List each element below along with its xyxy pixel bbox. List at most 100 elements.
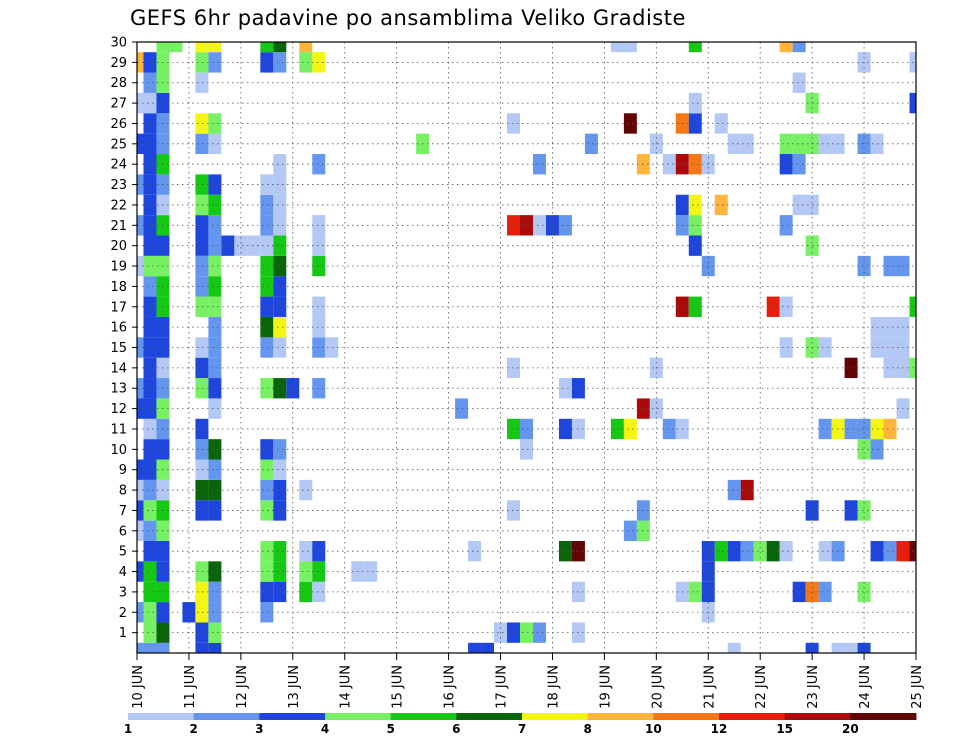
heatmap-cell	[779, 337, 793, 358]
heatmap-cell	[137, 378, 144, 399]
heatmap-cell	[143, 316, 157, 338]
heatmap-cell	[623, 42, 637, 53]
heatmap-cell	[143, 561, 157, 582]
heatmap-cell	[143, 378, 157, 399]
heatmap-cell	[195, 602, 209, 623]
x-tick-label: 21 JUN	[702, 665, 717, 709]
colorbar-label: 20	[842, 722, 859, 736]
heatmap-cell	[688, 235, 702, 256]
heatmap-cell	[273, 378, 287, 399]
heatmap-cell	[688, 113, 702, 134]
heatmap-cell	[299, 42, 313, 53]
x-tick-label: 14 JUN	[339, 665, 354, 709]
heatmap-cell	[312, 52, 326, 73]
colorbar-swatch	[128, 713, 195, 720]
heatmap-cell	[208, 581, 222, 603]
heatmap-cell	[137, 52, 144, 73]
heatmap-cell	[532, 622, 546, 643]
heatmap-cell	[260, 194, 274, 216]
y-tick-label: 17	[110, 300, 127, 315]
heatmap-cell	[208, 479, 222, 501]
heatmap-cell	[273, 561, 287, 582]
heatmap-cell	[195, 113, 209, 134]
heatmap-cell	[857, 439, 871, 460]
heatmap-cell	[143, 602, 157, 623]
colorbar-swatch	[653, 713, 720, 720]
heatmap-cell	[649, 398, 663, 419]
y-tick-label: 21	[110, 219, 127, 234]
heatmap-cell	[195, 276, 209, 297]
heatmap-cell	[143, 154, 157, 175]
heatmap-cell	[312, 561, 326, 582]
x-tick-label: 25 JUN	[910, 665, 925, 709]
heatmap-cell	[208, 561, 222, 582]
heatmap-cell	[883, 255, 897, 277]
y-tick-label: 19	[110, 260, 127, 275]
heatmap-cell	[208, 52, 222, 73]
heatmap-cell	[143, 418, 157, 440]
y-tick-label: 16	[110, 321, 127, 336]
heatmap-cell	[208, 276, 222, 297]
heatmap-cell	[260, 378, 274, 399]
heatmap-cell	[273, 459, 287, 480]
x-tick-label: 12 JUN	[235, 665, 250, 709]
heatmap-cell	[208, 642, 222, 653]
heatmap-cell	[260, 296, 274, 317]
colorbar-swatch	[259, 713, 326, 720]
heatmap-cell	[468, 540, 482, 562]
heatmap-cell	[507, 113, 521, 134]
heatmap-cell	[208, 500, 222, 521]
heatmap-cell	[883, 337, 897, 358]
heatmap-cell	[195, 133, 209, 155]
heatmap-cell	[137, 561, 144, 582]
heatmap-cell	[857, 418, 871, 440]
y-tick-label: 25	[110, 137, 127, 152]
heatmap-cell	[143, 642, 157, 653]
heatmap-cell	[143, 540, 157, 562]
colorbar-swatch	[784, 713, 851, 720]
heatmap-cell	[208, 296, 222, 317]
heatmap-cell	[507, 418, 521, 440]
heatmap-cell	[260, 337, 274, 358]
y-tick-label: 10	[110, 443, 127, 458]
heatmap-cell	[208, 602, 222, 623]
heatmap-cell	[857, 255, 871, 277]
colorbar-swatch	[390, 713, 457, 720]
heatmap-cell	[195, 296, 209, 317]
heatmap-cell	[143, 113, 157, 134]
heatmap-cell	[727, 642, 741, 653]
heatmap-cell	[273, 154, 287, 175]
heatmap-cell	[299, 479, 313, 501]
heatmap-cell	[208, 235, 222, 256]
heatmap-cell	[792, 581, 806, 603]
heatmap-cell	[507, 622, 521, 643]
heatmap-cell	[831, 642, 845, 653]
heatmap-cell	[143, 581, 157, 603]
colorbar-label: 15	[776, 722, 793, 736]
heatmap-cell	[273, 235, 287, 256]
colorbar-swatch	[456, 713, 523, 720]
heatmap-cell	[137, 92, 144, 114]
heatmap-cell	[273, 316, 287, 338]
y-tick-label: 12	[110, 402, 127, 417]
heatmap-cell	[727, 479, 741, 501]
heatmap-cell	[143, 276, 157, 297]
heatmap-cell	[273, 42, 287, 53]
heatmap-cell	[208, 398, 222, 419]
x-tick-label: 16 JUN	[443, 665, 458, 709]
heatmap-cell	[195, 42, 209, 53]
heatmap-cell	[558, 215, 572, 236]
heatmap-cell	[260, 52, 274, 73]
heatmap-cell	[260, 602, 274, 623]
heatmap-cell	[137, 215, 144, 236]
heatmap-cell	[208, 133, 222, 155]
heatmap-cell	[688, 92, 702, 114]
heatmap-cell	[727, 540, 741, 562]
heatmap-cell	[195, 378, 209, 399]
heatmap-cell	[714, 540, 728, 562]
y-tick-label: 14	[110, 361, 127, 376]
heatmap-cell	[208, 194, 222, 216]
y-tick-label: 9	[119, 463, 127, 478]
x-tick-label: 15 JUN	[391, 665, 406, 709]
heatmap-cell	[532, 215, 546, 236]
